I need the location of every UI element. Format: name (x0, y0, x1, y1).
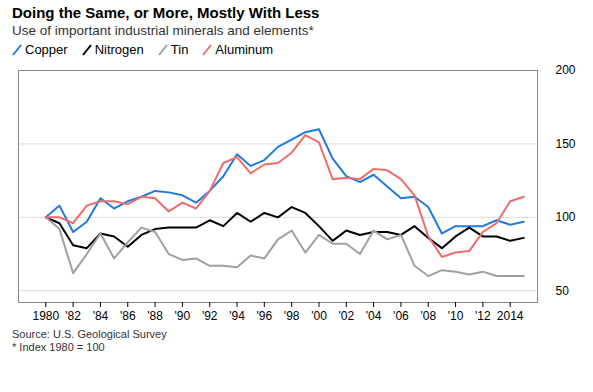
svg-text:'82: '82 (65, 309, 81, 323)
svg-text:'10: '10 (448, 309, 464, 323)
html-text:Source: U.S. Geological Survey: Source: U.S. Geological Survey (12, 328, 167, 340)
svg-text:150: 150 (556, 137, 576, 151)
svg-text:'84: '84 (93, 309, 109, 323)
svg-text:'00: '00 (311, 309, 327, 323)
svg-text:1980: 1980 (32, 309, 59, 323)
svg-text:200: 200 (556, 63, 576, 77)
html-text:Aluminum: Aluminum (215, 42, 274, 57)
svg-text:'06: '06 (393, 309, 409, 323)
svg-text:'12: '12 (475, 309, 491, 323)
svg-text:2014: 2014 (497, 309, 524, 323)
svg-text:'88: '88 (147, 309, 163, 323)
html-text:Tin: Tin (170, 42, 189, 57)
svg-text:'96: '96 (257, 309, 273, 323)
html-text:Use of important industrial mi: Use of important industrial minerals and… (12, 23, 314, 38)
svg-text:'92: '92 (202, 309, 218, 323)
svg-text:'86: '86 (120, 309, 136, 323)
svg-text:'94: '94 (229, 309, 245, 323)
html-text:Copper: Copper (25, 42, 68, 57)
svg-text:'08: '08 (420, 309, 436, 323)
svg-text:'02: '02 (338, 309, 354, 323)
html-text:Nitrogen: Nitrogen (94, 42, 144, 57)
html-text:Doing the Same, or More, Mostl: Doing the Same, or More, Mostly With Les… (12, 4, 320, 21)
svg-text:'04: '04 (366, 309, 382, 323)
svg-text:100: 100 (556, 210, 576, 224)
svg-text:50: 50 (556, 284, 570, 298)
svg-text:'98: '98 (284, 309, 300, 323)
svg-text:'90: '90 (175, 309, 191, 323)
html-text:* Index 1980 = 100: * Index 1980 = 100 (12, 341, 105, 353)
